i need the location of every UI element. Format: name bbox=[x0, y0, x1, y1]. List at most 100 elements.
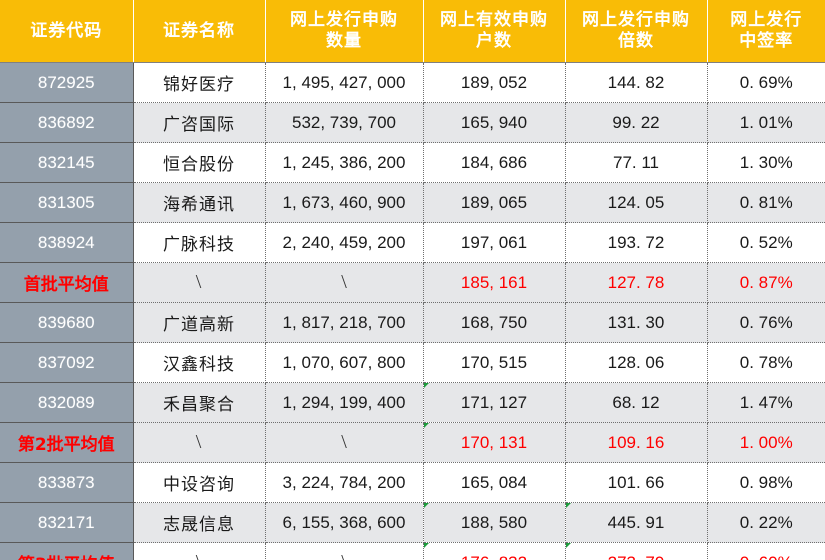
cell-win-rate: 0. 76% bbox=[707, 302, 825, 343]
cell-subscription-amount: 2, 240, 459, 200 bbox=[265, 222, 424, 263]
cell-security-code: 832145 bbox=[0, 142, 134, 183]
cell-valid-accounts: 165, 084 bbox=[423, 462, 566, 503]
table-row: 872925 锦好医疗 1, 495, 427, 000 189, 052 144. 8… bbox=[0, 62, 825, 103]
cell-subscription-amount: \ bbox=[265, 422, 424, 463]
table-row: 831305 海希通讯 1, 673, 460, 900 189, 065 124. 0… bbox=[0, 182, 825, 223]
cell-valid-accounts: 184, 686 bbox=[423, 142, 566, 183]
cell-subscription-multiple: 193. 72 bbox=[565, 222, 708, 263]
cell-win-rate: 1. 47% bbox=[707, 382, 825, 423]
cell-subscription-multiple: 124. 05 bbox=[565, 182, 708, 223]
cell-security-code: 833873 bbox=[0, 462, 134, 503]
cell-valid-accounts: 171, 127 bbox=[423, 382, 566, 423]
cell-win-rate: 1. 01% bbox=[707, 102, 825, 143]
header-line-2: 中签率 bbox=[739, 31, 794, 51]
cell-security-code: 832171 bbox=[0, 502, 134, 543]
cell-security-code: 836892 bbox=[0, 102, 134, 143]
cell-security-code: 872925 bbox=[0, 62, 134, 103]
table-row: 832089 禾昌聚合 1, 294, 199, 400 171, 127 68. 12… bbox=[0, 382, 825, 423]
header-line-1: 网上发行申购 bbox=[582, 10, 690, 30]
cell-subscription-multiple: 101. 66 bbox=[565, 462, 708, 503]
cell-subscription-amount: 1, 070, 607, 800 bbox=[265, 342, 424, 383]
cell-valid-accounts: 170, 515 bbox=[423, 342, 566, 383]
cell-subscription-amount: \ bbox=[265, 542, 424, 560]
cell-security-name: 禾昌聚合 bbox=[133, 382, 266, 423]
cell-subscription-amount: \ bbox=[265, 262, 424, 303]
header-line-1: 网上发行申购 bbox=[290, 10, 398, 30]
cell-security-code: 838924 bbox=[0, 222, 134, 263]
cell-subscription-amount: 3, 224, 784, 200 bbox=[265, 462, 424, 503]
cell-win-rate: 0. 69% bbox=[707, 62, 825, 103]
table-row-average: 第3批平均值 \ \ 176, 832273. 790. 60% bbox=[0, 542, 825, 560]
cell-subscription-multiple: 273. 79 bbox=[565, 542, 708, 560]
cell-win-rate: 1. 00% bbox=[707, 422, 825, 463]
header-line-1: 网上发行 bbox=[730, 10, 803, 30]
cell-subscription-amount: 1, 294, 199, 400 bbox=[265, 382, 424, 423]
empty-placeholder: \ bbox=[196, 551, 203, 560]
header-line-2: 户数 bbox=[476, 31, 512, 51]
cell-subscription-amount: 1, 495, 427, 000 bbox=[265, 62, 424, 103]
table-row: 838924 广脉科技 2, 240, 459, 200 197, 061 193. 7… bbox=[0, 222, 825, 263]
column-header-security-name: 证券名称 bbox=[133, 0, 266, 63]
cell-security-code: 837092 bbox=[0, 342, 134, 383]
cell-subscription-multiple: 109. 16 bbox=[565, 422, 708, 463]
cell-security-code: 首批平均值 bbox=[0, 262, 134, 303]
cell-win-rate: 0. 98% bbox=[707, 462, 825, 503]
cell-security-name: 广道高新 bbox=[133, 302, 266, 343]
table-row-average: 首批平均值 \ \ 185, 161 127. 78 0. 87% bbox=[0, 262, 825, 303]
cell-security-code: 第3批平均值 bbox=[0, 542, 134, 560]
cell-security-name: \ bbox=[133, 262, 266, 303]
cell-subscription-amount: 532, 739, 700 bbox=[265, 102, 424, 143]
header-line-1: 证券代码 bbox=[30, 20, 103, 41]
empty-placeholder: \ bbox=[341, 271, 347, 293]
column-header-security-code: 证券代码 bbox=[0, 0, 134, 63]
cell-security-name: 汉鑫科技 bbox=[133, 342, 266, 383]
column-header-valid-accounts: 网上有效申购 户数 bbox=[423, 0, 566, 63]
column-header-subscription-multiple: 网上发行申购 倍数 bbox=[565, 0, 708, 63]
cell-subscription-multiple: 144. 82 bbox=[565, 62, 708, 103]
cell-security-name: 海希通讯 bbox=[133, 182, 266, 223]
empty-placeholder: \ bbox=[341, 431, 347, 453]
cell-win-rate: 0. 22% bbox=[707, 502, 825, 543]
table-row: 833873 中设咨询 3, 224, 784, 200 165, 084 101. 6… bbox=[0, 462, 825, 503]
cell-security-name: 中设咨询 bbox=[133, 462, 266, 503]
cell-subscription-multiple: 131. 30 bbox=[565, 302, 708, 343]
cell-subscription-multiple: 77. 11 bbox=[565, 142, 708, 183]
empty-placeholder: \ bbox=[195, 271, 203, 293]
column-header-win-rate: 网上发行 中签率 bbox=[707, 0, 825, 63]
cell-subscription-amount: 6, 155, 368, 600 bbox=[265, 502, 424, 543]
cell-valid-accounts: 165, 940 bbox=[423, 102, 566, 143]
empty-placeholder: \ bbox=[195, 431, 203, 453]
cell-valid-accounts: 170, 131 bbox=[423, 422, 566, 463]
cell-subscription-multiple: 128. 06 bbox=[565, 342, 708, 383]
table-row-average: 第2批平均值 \ \ 170, 131 109. 16 1. 00% bbox=[0, 422, 825, 463]
cell-subscription-multiple: 127. 78 bbox=[565, 262, 708, 303]
cell-subscription-amount: 1, 817, 218, 700 bbox=[265, 302, 424, 343]
cell-security-name: \ bbox=[133, 422, 266, 463]
cell-security-name: 志晟信息 bbox=[133, 502, 266, 543]
cell-subscription-multiple: 445. 91 bbox=[565, 502, 708, 543]
cell-security-name: 广脉科技 bbox=[133, 222, 266, 263]
cell-valid-accounts: 185, 161 bbox=[423, 262, 566, 303]
cell-win-rate: 0. 52% bbox=[707, 222, 825, 263]
header-line-1: 证券名称 bbox=[163, 20, 235, 41]
cell-security-name: 恒合股份 bbox=[133, 142, 266, 183]
cell-security-code: 831305 bbox=[0, 182, 134, 223]
cell-valid-accounts: 168, 750 bbox=[423, 302, 566, 343]
header-line-2: 数量 bbox=[326, 31, 362, 51]
cell-valid-accounts: 176, 832 bbox=[423, 542, 566, 560]
cell-subscription-multiple: 99. 22 bbox=[565, 102, 708, 143]
cell-win-rate: 0. 60% bbox=[707, 542, 825, 560]
cell-valid-accounts: 188, 580 bbox=[423, 502, 566, 543]
cell-security-name: \ bbox=[133, 542, 266, 560]
table-row: 839680 广道高新 1, 817, 218, 700 168, 750 131. 3… bbox=[0, 302, 825, 343]
cell-win-rate: 0. 81% bbox=[707, 182, 825, 223]
table-body: 872925 锦好医疗 1, 495, 427, 000 189, 052 144. 8… bbox=[0, 62, 825, 560]
cell-security-code: 839680 bbox=[0, 302, 134, 343]
table-row: 836892 广咨国际 532, 739, 700 165, 940 99. 22 1. … bbox=[0, 102, 825, 143]
cell-subscription-multiple: 68. 12 bbox=[565, 382, 708, 423]
column-header-subscription-amount: 网上发行申购 数量 bbox=[265, 0, 424, 63]
cell-valid-accounts: 189, 065 bbox=[423, 182, 566, 223]
cell-security-name: 锦好医疗 bbox=[133, 62, 266, 103]
